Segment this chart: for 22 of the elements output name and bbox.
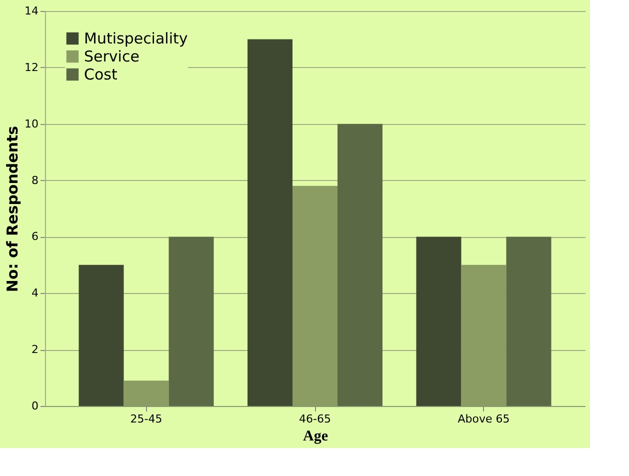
y-tick-label: 0 xyxy=(32,400,38,412)
x-tick-label: 46-65 xyxy=(299,412,331,426)
legend-label: Mutispeciality xyxy=(84,30,188,48)
y-axis-title: No: of Respondents xyxy=(4,126,22,292)
bar xyxy=(506,236,552,406)
x-tick-label: 25-45 xyxy=(130,412,162,426)
bar xyxy=(338,124,382,406)
legend-label: Service xyxy=(84,48,140,66)
y-tick-label: 8 xyxy=(32,174,38,187)
y-tick-label: 10 xyxy=(24,117,38,130)
y-tick-label: 2 xyxy=(32,343,38,356)
x-axis-title: Age xyxy=(303,428,328,444)
legend-label: Cost xyxy=(84,66,118,84)
y-tick-label: 12 xyxy=(24,60,38,74)
x-tick-label: Above 65 xyxy=(458,412,510,426)
bar xyxy=(78,264,124,406)
y-tick-label: 4 xyxy=(32,286,38,300)
bar xyxy=(248,39,292,406)
y-tick-label: 14 xyxy=(24,4,38,18)
bar xyxy=(416,236,462,406)
bar xyxy=(168,236,214,406)
y-tick-label: 6 xyxy=(32,230,38,244)
